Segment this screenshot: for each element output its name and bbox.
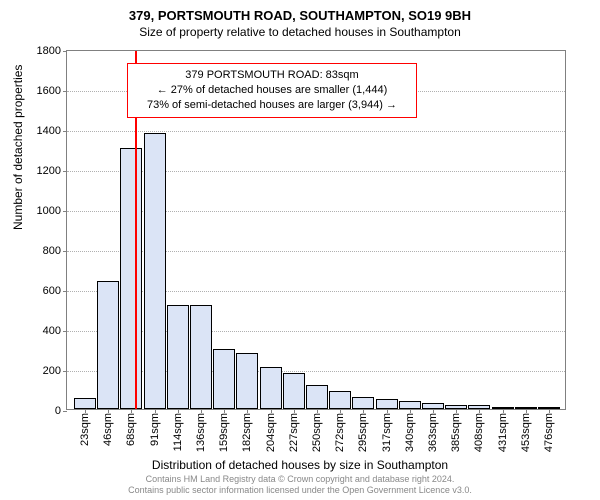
y-tick-label: 200 (43, 365, 61, 377)
y-tick-mark (63, 51, 67, 52)
y-tick-mark (63, 251, 67, 252)
x-tick-label: 363sqm (427, 413, 439, 452)
histogram-bar (144, 133, 166, 409)
x-tick-label: 476sqm (543, 413, 555, 452)
annotation-line-1: 379 PORTSMOUTH ROAD: 83sqm (134, 68, 410, 83)
x-tick-label: 46sqm (102, 413, 114, 446)
x-tick-label: 227sqm (288, 413, 300, 452)
x-tick-label: 453sqm (520, 413, 532, 452)
histogram-bar (329, 391, 351, 409)
x-tick-label: 408sqm (473, 413, 485, 452)
histogram-bar (283, 373, 305, 409)
x-axis-label: Distribution of detached houses by size … (0, 458, 600, 472)
histogram-bar (120, 148, 142, 409)
y-tick-mark (63, 131, 67, 132)
y-tick-label: 0 (55, 405, 61, 417)
x-tick-label: 340sqm (404, 413, 416, 452)
y-tick-mark (63, 371, 67, 372)
y-tick-label: 400 (43, 325, 61, 337)
y-tick-label: 800 (43, 245, 61, 257)
footer-line-2: Contains public sector information licen… (0, 485, 600, 496)
histogram-bar (260, 367, 282, 409)
y-tick-label: 1800 (37, 45, 61, 57)
title-group: 379, PORTSMOUTH ROAD, SOUTHAMPTON, SO19 … (0, 0, 600, 39)
chart-title-line2: Size of property relative to detached ho… (0, 25, 600, 39)
histogram-bar (376, 399, 398, 409)
x-tick-label: 385sqm (450, 413, 462, 452)
chart-title-line1: 379, PORTSMOUTH ROAD, SOUTHAMPTON, SO19 … (0, 8, 600, 23)
x-tick-label: 182sqm (241, 413, 253, 452)
y-tick-label: 1400 (37, 125, 61, 137)
plot-area: 02004006008001000120014001600180023sqm46… (66, 50, 566, 410)
histogram-bar (74, 398, 96, 409)
histogram-bar (213, 349, 235, 409)
x-tick-label: 23sqm (79, 413, 91, 446)
gridline-h (67, 131, 565, 132)
x-tick-label: 114sqm (172, 413, 184, 451)
histogram-bar (399, 401, 421, 409)
histogram-bar (167, 305, 189, 409)
y-tick-mark (63, 171, 67, 172)
x-tick-label: 136sqm (195, 413, 207, 452)
footer-line-1: Contains HM Land Registry data © Crown c… (0, 474, 600, 485)
histogram-bar (306, 385, 328, 409)
annotation-box: 379 PORTSMOUTH ROAD: 83sqm ← 27% of deta… (127, 63, 417, 118)
y-tick-mark (63, 411, 67, 412)
x-tick-label: 272sqm (334, 413, 346, 452)
x-tick-label: 431sqm (497, 413, 509, 452)
x-tick-label: 204sqm (265, 413, 277, 452)
x-tick-label: 250sqm (311, 413, 323, 452)
histogram-bar (236, 353, 258, 409)
histogram-bar (352, 397, 374, 409)
y-tick-label: 1000 (37, 205, 61, 217)
y-tick-label: 1600 (37, 85, 61, 97)
y-tick-label: 1200 (37, 165, 61, 177)
y-tick-label: 600 (43, 285, 61, 297)
footer: Contains HM Land Registry data © Crown c… (0, 474, 600, 497)
y-tick-mark (63, 211, 67, 212)
chart-container: 379, PORTSMOUTH ROAD, SOUTHAMPTON, SO19 … (0, 0, 600, 500)
annotation-line-3: 73% of semi-detached houses are larger (… (134, 98, 410, 113)
x-tick-label: 317sqm (381, 413, 393, 452)
annotation-line-2: ← 27% of detached houses are smaller (1,… (134, 83, 410, 98)
y-axis-label: Number of detached properties (11, 65, 25, 230)
y-tick-mark (63, 331, 67, 332)
x-tick-label: 68sqm (125, 413, 137, 446)
x-tick-label: 91sqm (149, 413, 161, 446)
x-tick-label: 295sqm (357, 413, 369, 452)
histogram-bar (97, 281, 119, 409)
x-tick-label: 159sqm (218, 413, 230, 452)
y-tick-mark (63, 291, 67, 292)
histogram-bar (190, 305, 212, 409)
y-tick-mark (63, 91, 67, 92)
